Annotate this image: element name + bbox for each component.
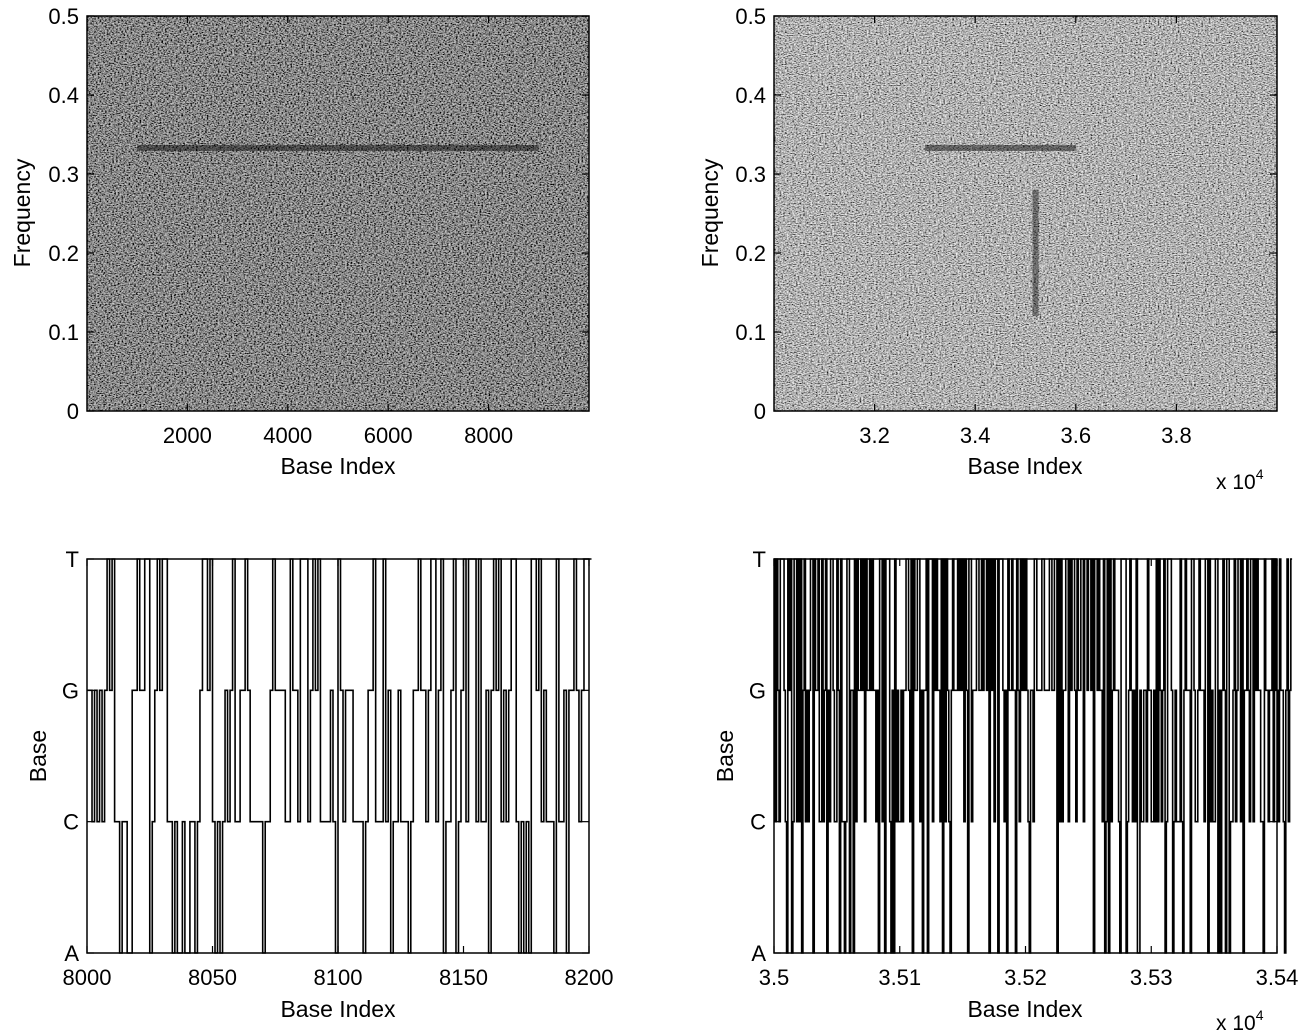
y-tick-label: A: [64, 941, 79, 966]
x-multiplier-exponent-4: 4: [1256, 1007, 1264, 1023]
spectral-band-feature: [924, 144, 1076, 151]
y-tick-label: 0.3: [735, 162, 766, 187]
x-multiplier-base-4: x 10: [1216, 1012, 1256, 1035]
x-tick-label: 3.4: [960, 423, 991, 448]
spectral-band-feature: [137, 144, 539, 151]
y-tick-label: G: [749, 678, 766, 703]
y-tick-label: C: [63, 810, 79, 835]
panel-spectrogram-2: 3.2 3.4 3.6 3.800.10.20.30.40.5 Base Index …: [697, 4, 1278, 494]
x-tick-label: 8000: [63, 965, 112, 990]
y-tick-label: C: [750, 810, 766, 835]
x-tick-label: 3.54: [1256, 965, 1299, 990]
axis-ticks-2: 3.2 3.4 3.6 3.8 0 0.1 0.2 0.3 0.4 0.5: [735, 4, 1277, 448]
spectrogram-image-2: [774, 16, 1277, 411]
y-tick-label: 0.5: [48, 4, 79, 29]
x-tick-label: 8000: [464, 423, 513, 448]
x-multiplier-4: x 104: [1216, 1007, 1264, 1035]
step-plot-area-3: [87, 558, 592, 954]
x-tick-label: 3.2: [859, 423, 890, 448]
x-axis-label-3: Base Index: [280, 996, 396, 1022]
y-tick-label: A: [751, 941, 766, 966]
x-axis-label-2: Base Index: [967, 453, 1083, 479]
plot-frame-1: [86, 15, 590, 412]
x-tick-label: 3.6: [1061, 423, 1092, 448]
y-tick-label: 0: [754, 399, 766, 424]
y-tick-label: 0.2: [48, 241, 79, 266]
x-multiplier-base-2: x 10: [1216, 471, 1256, 494]
x-tick-label: 8200: [565, 965, 614, 990]
y-tick-label: 0.1: [735, 320, 766, 345]
y-tick-label: T: [66, 547, 79, 572]
y-tick-label: 0.5: [735, 4, 766, 29]
x-tick-label: 8100: [314, 965, 363, 990]
spectrogram-features-1: [137, 144, 539, 151]
y-axis-label-3: Base: [25, 730, 51, 782]
spectrogram-features-2: [924, 144, 1076, 317]
y-axis-label-2: Frequency: [697, 158, 723, 267]
y-tick-label: 0: [67, 399, 79, 424]
x-tick-label: 3.52: [1004, 965, 1047, 990]
axis-ticks-4: 3.5 3.51 3.52 3.53 3.54 A C G T: [749, 547, 1299, 990]
x-tick-label: 6000: [364, 423, 413, 448]
x-tick-label: 8050: [188, 965, 237, 990]
spectrogram-image-1: [87, 16, 589, 411]
spectral-streak-feature: [1032, 189, 1039, 317]
y-tick-label: 0.3: [48, 162, 79, 187]
panel-spectrogram-1: 2000 4000 6000 8000 0 0.1 0.2 0.3 0.4 0.5 Base In…: [9, 4, 590, 479]
panel-base-sequence-1: 8000 8050 8100 8150 8200 A C G T Base Index Base: [25, 547, 613, 1022]
y-tick-label: 0.1: [48, 320, 79, 345]
y-tick-label: T: [753, 547, 766, 572]
y-axis-label-4: Base: [712, 730, 738, 782]
x-tick-label: 8150: [439, 965, 488, 990]
x-axis-label-4: Base Index: [967, 996, 1083, 1022]
x-tick-label: 3.53: [1130, 965, 1173, 990]
x-tick-label: 4000: [263, 423, 312, 448]
x-tick-label: 3.8: [1161, 423, 1192, 448]
x-tick-label: 2000: [163, 423, 212, 448]
x-multiplier-exponent-2: 4: [1256, 466, 1264, 482]
y-tick-label: G: [62, 678, 79, 703]
x-multiplier-2: x 104: [1216, 466, 1264, 494]
axis-ticks-1: 2000 4000 6000 8000 0 0.1 0.2 0.3 0.4 0.5: [48, 4, 589, 448]
plot-frame-2: [773, 15, 1278, 412]
x-tick-label: 3.5: [759, 965, 790, 990]
axis-ticks-3: 8000 8050 8100 8150 8200 A C G T: [62, 547, 614, 990]
base-step-trace: [87, 558, 592, 954]
y-tick-label: 0.4: [735, 83, 766, 108]
y-tick-label: 0.2: [735, 241, 766, 266]
x-tick-label: 3.51: [878, 965, 921, 990]
x-axis-label-1: Base Index: [280, 453, 396, 479]
y-tick-label: 0.4: [48, 83, 79, 108]
y-axis-label-1: Frequency: [9, 158, 35, 267]
